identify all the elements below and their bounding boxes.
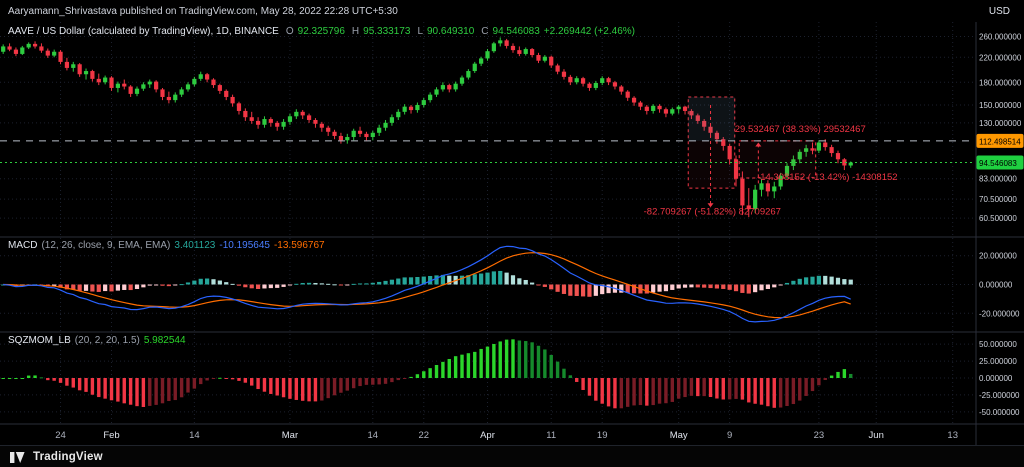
price-lines — [0, 140, 975, 164]
price-axis-labels: 260.000000 220.000000 180.000000 150.000000… — [979, 32, 1022, 416]
svg-text:180.000000: 180.000000 — [979, 78, 1022, 87]
svg-text:-14.308152 (-13.42%) -14308152: -14.308152 (-13.42%) -14308152 — [757, 172, 898, 183]
macd-histogram — [1, 270, 853, 297]
price-axis-badges: 112.498514 94.546083 — [976, 133, 1024, 170]
svg-text:Mar: Mar — [282, 430, 298, 441]
svg-text:-25.000000: -25.000000 — [979, 391, 1020, 400]
svg-text:220.000000: 220.000000 — [979, 53, 1022, 62]
svg-text:Jun: Jun — [869, 430, 884, 441]
svg-text:14: 14 — [368, 430, 379, 441]
svg-text:83.000000: 83.000000 — [979, 175, 1017, 184]
svg-text:May: May — [670, 430, 688, 441]
svg-text:112.498514: 112.498514 — [979, 137, 1021, 146]
currency-label: USD — [988, 5, 1010, 17]
macd-lines — [3, 245, 851, 323]
svg-text:130.000000: 130.000000 — [979, 119, 1022, 128]
publish-info: Aaryamann_Shrivastava published on Tradi… — [8, 5, 398, 17]
svg-text:Feb: Feb — [103, 430, 119, 441]
svg-text:70.500000: 70.500000 — [979, 195, 1017, 204]
svg-text:0.000000: 0.000000 — [979, 374, 1013, 383]
svg-text:-50.000000: -50.000000 — [979, 408, 1020, 417]
svg-text:11: 11 — [546, 430, 556, 441]
svg-text:24: 24 — [55, 430, 66, 441]
svg-text:60.500000: 60.500000 — [979, 214, 1017, 223]
svg-text:260.000000: 260.000000 — [979, 32, 1022, 41]
svg-text:23: 23 — [814, 430, 825, 441]
svg-text:13: 13 — [947, 430, 958, 441]
svg-text:29.532467 (38.33%) 29532467: 29.532467 (38.33%) 29532467 — [735, 124, 866, 135]
header: Aaryamann_Shrivastava published on Tradi… — [0, 0, 1024, 22]
svg-text:0.000000: 0.000000 — [979, 281, 1013, 290]
measure-overlays: 29.532467 (38.33%) 29532467 -14.308152 (-… — [644, 96, 898, 217]
svg-text:20.000000: 20.000000 — [979, 252, 1017, 261]
svg-text:50.000000: 50.000000 — [979, 340, 1017, 349]
svg-text:-82.709267 (-51.82%) 82709267: -82.709267 (-51.82%) 82709267 — [644, 206, 781, 217]
svg-text:22: 22 — [418, 430, 429, 441]
footer: TradingView — [0, 445, 1024, 467]
svg-text:-20.000000: -20.000000 — [979, 309, 1020, 318]
svg-text:14: 14 — [189, 430, 200, 441]
candlestick-series — [1, 37, 853, 218]
sqzmom-histogram — [1, 339, 853, 409]
tradingview-logo-icon[interactable] — [10, 451, 26, 463]
svg-text:150.000000: 150.000000 — [979, 101, 1022, 110]
svg-text:25.000000: 25.000000 — [979, 357, 1017, 366]
chart-canvas[interactable]: 29.532467 (38.33%) 29532467 -14.308152 (-… — [0, 22, 1024, 445]
grid-lines — [0, 22, 975, 424]
panel-separators — [0, 22, 1024, 445]
chart-region: 29.532467 (38.33%) 29532467 -14.308152 (-… — [0, 22, 1024, 450]
svg-text:9: 9 — [727, 430, 732, 441]
tradingview-brand[interactable]: TradingView — [33, 450, 103, 463]
svg-text:Apr: Apr — [480, 430, 495, 441]
svg-text:19: 19 — [597, 430, 608, 441]
svg-text:94.546083: 94.546083 — [979, 159, 1017, 168]
time-axis-labels: 24 Feb 14 Mar 14 22 Apr 11 19 May 9 23 Jun 13 — [55, 430, 958, 441]
